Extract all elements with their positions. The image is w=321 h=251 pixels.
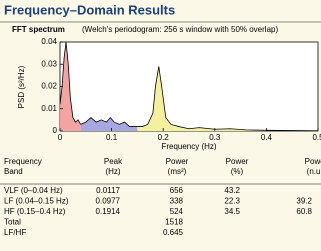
- table-cell: LF/HF: [4, 228, 26, 237]
- column-header: (ms²): [168, 167, 187, 176]
- table-cell: 34.5: [224, 207, 240, 216]
- x-tick-label: 0.1: [106, 133, 118, 142]
- panel-title: Frequency–Domain Results: [4, 2, 175, 17]
- column-header: (%): [231, 167, 244, 176]
- column-header: (n.u.): [307, 167, 321, 176]
- y-tick-label: 0.03: [41, 59, 57, 68]
- table-cell: 338: [170, 197, 184, 206]
- column-header: Power: [305, 157, 321, 166]
- table-cell: LF (0.04–0.15 Hz): [4, 197, 69, 206]
- chart-title: FFT spectrum: [12, 25, 65, 34]
- y-axis-label: PSD (s²/Hz): [17, 65, 26, 108]
- column-header: Peak: [104, 157, 123, 166]
- x-tick-label: 0.2: [158, 133, 170, 142]
- table-cell: 22.3: [224, 197, 240, 206]
- spectrum-line: [80, 117, 138, 127]
- table-cell: 1518: [165, 218, 183, 227]
- table-cell: 39.2: [296, 197, 312, 206]
- x-tick-label: 0.5: [312, 133, 321, 142]
- table-cell: Total: [4, 218, 21, 227]
- spectrum-line: [60, 42, 81, 125]
- table-cell: 0.1914: [96, 207, 121, 216]
- column-header: Frequency: [4, 157, 42, 166]
- table-cell: HF (0.15–0.4 Hz): [4, 207, 66, 216]
- table-cell: 0.0117: [96, 186, 120, 195]
- column-header: Power: [166, 157, 189, 166]
- y-tick-label: 0: [53, 126, 58, 135]
- column-header: Band: [4, 167, 23, 176]
- y-tick-label: 0.01: [41, 104, 57, 113]
- column-header: Power: [226, 157, 249, 166]
- table-cell: 0.645: [163, 228, 184, 237]
- x-tick-label: 0.3: [209, 133, 221, 142]
- band-area: [60, 42, 81, 131]
- spectrum-line: [137, 66, 267, 131]
- y-tick-label: 0.04: [41, 37, 57, 46]
- y-tick-label: 0.02: [41, 82, 57, 91]
- table-cell: 60.8: [296, 207, 312, 216]
- table-cell: 43.2: [224, 186, 240, 195]
- x-axis-label: Frequency (Hz): [161, 142, 216, 151]
- x-tick-label: 0: [58, 133, 63, 142]
- chart-subtitle: (Welch's periodogram: 256 s window with …: [82, 25, 278, 34]
- table-cell: VLF (0–0.04 Hz): [4, 186, 63, 195]
- table-cell: 0.0977: [96, 197, 121, 206]
- x-tick-label: 0.4: [261, 133, 273, 142]
- column-header: (Hz): [105, 167, 120, 176]
- table-cell: 524: [170, 207, 184, 216]
- plot-area: [59, 41, 319, 132]
- table-cell: 656: [170, 186, 184, 195]
